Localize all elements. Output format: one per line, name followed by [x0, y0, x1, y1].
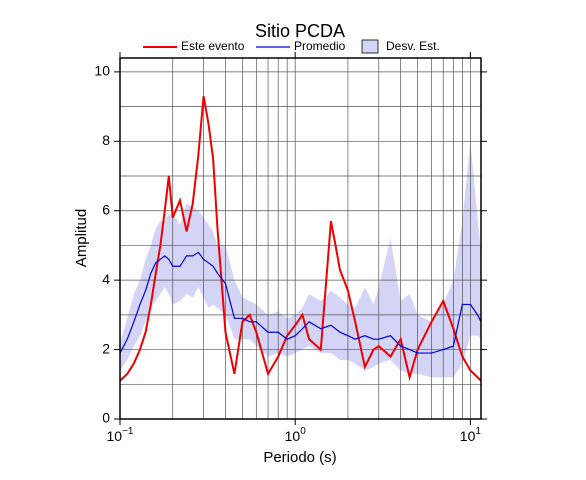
y-tick-label: 0	[102, 410, 110, 426]
std-band	[120, 141, 481, 378]
legend-label: Desv. Est.	[386, 39, 440, 53]
x-tick-base: 10	[107, 428, 123, 444]
x-tick-label: 10−1	[107, 426, 134, 444]
x-tick-label: 100	[285, 426, 307, 444]
y-tick-label: 2	[102, 340, 110, 356]
x-tick-exponent: 1	[475, 426, 481, 437]
x-tick-exponent: 0	[300, 426, 306, 437]
series-line	[119, 96, 482, 382]
legend-label: Promedio	[294, 39, 346, 53]
y-tick-label: 4	[102, 271, 110, 287]
x-axis-label: Periodo (s)	[263, 449, 336, 466]
x-tick-base: 10	[285, 428, 301, 444]
series-line	[119, 251, 482, 354]
x-tick-exponent: −1	[122, 426, 134, 437]
chart-title: Sitio PCDA	[255, 21, 345, 41]
y-tick-label: 6	[102, 201, 110, 217]
legend-label: Este evento	[181, 39, 245, 53]
y-axis-label: Amplitud	[73, 209, 90, 267]
x-tick-label: 101	[460, 426, 482, 444]
x-tick-base: 10	[460, 428, 476, 444]
plot-frame	[119, 57, 482, 420]
legend-swatch	[361, 39, 379, 54]
y-tick-label: 10	[94, 63, 110, 79]
y-tick-label: 8	[102, 132, 110, 148]
